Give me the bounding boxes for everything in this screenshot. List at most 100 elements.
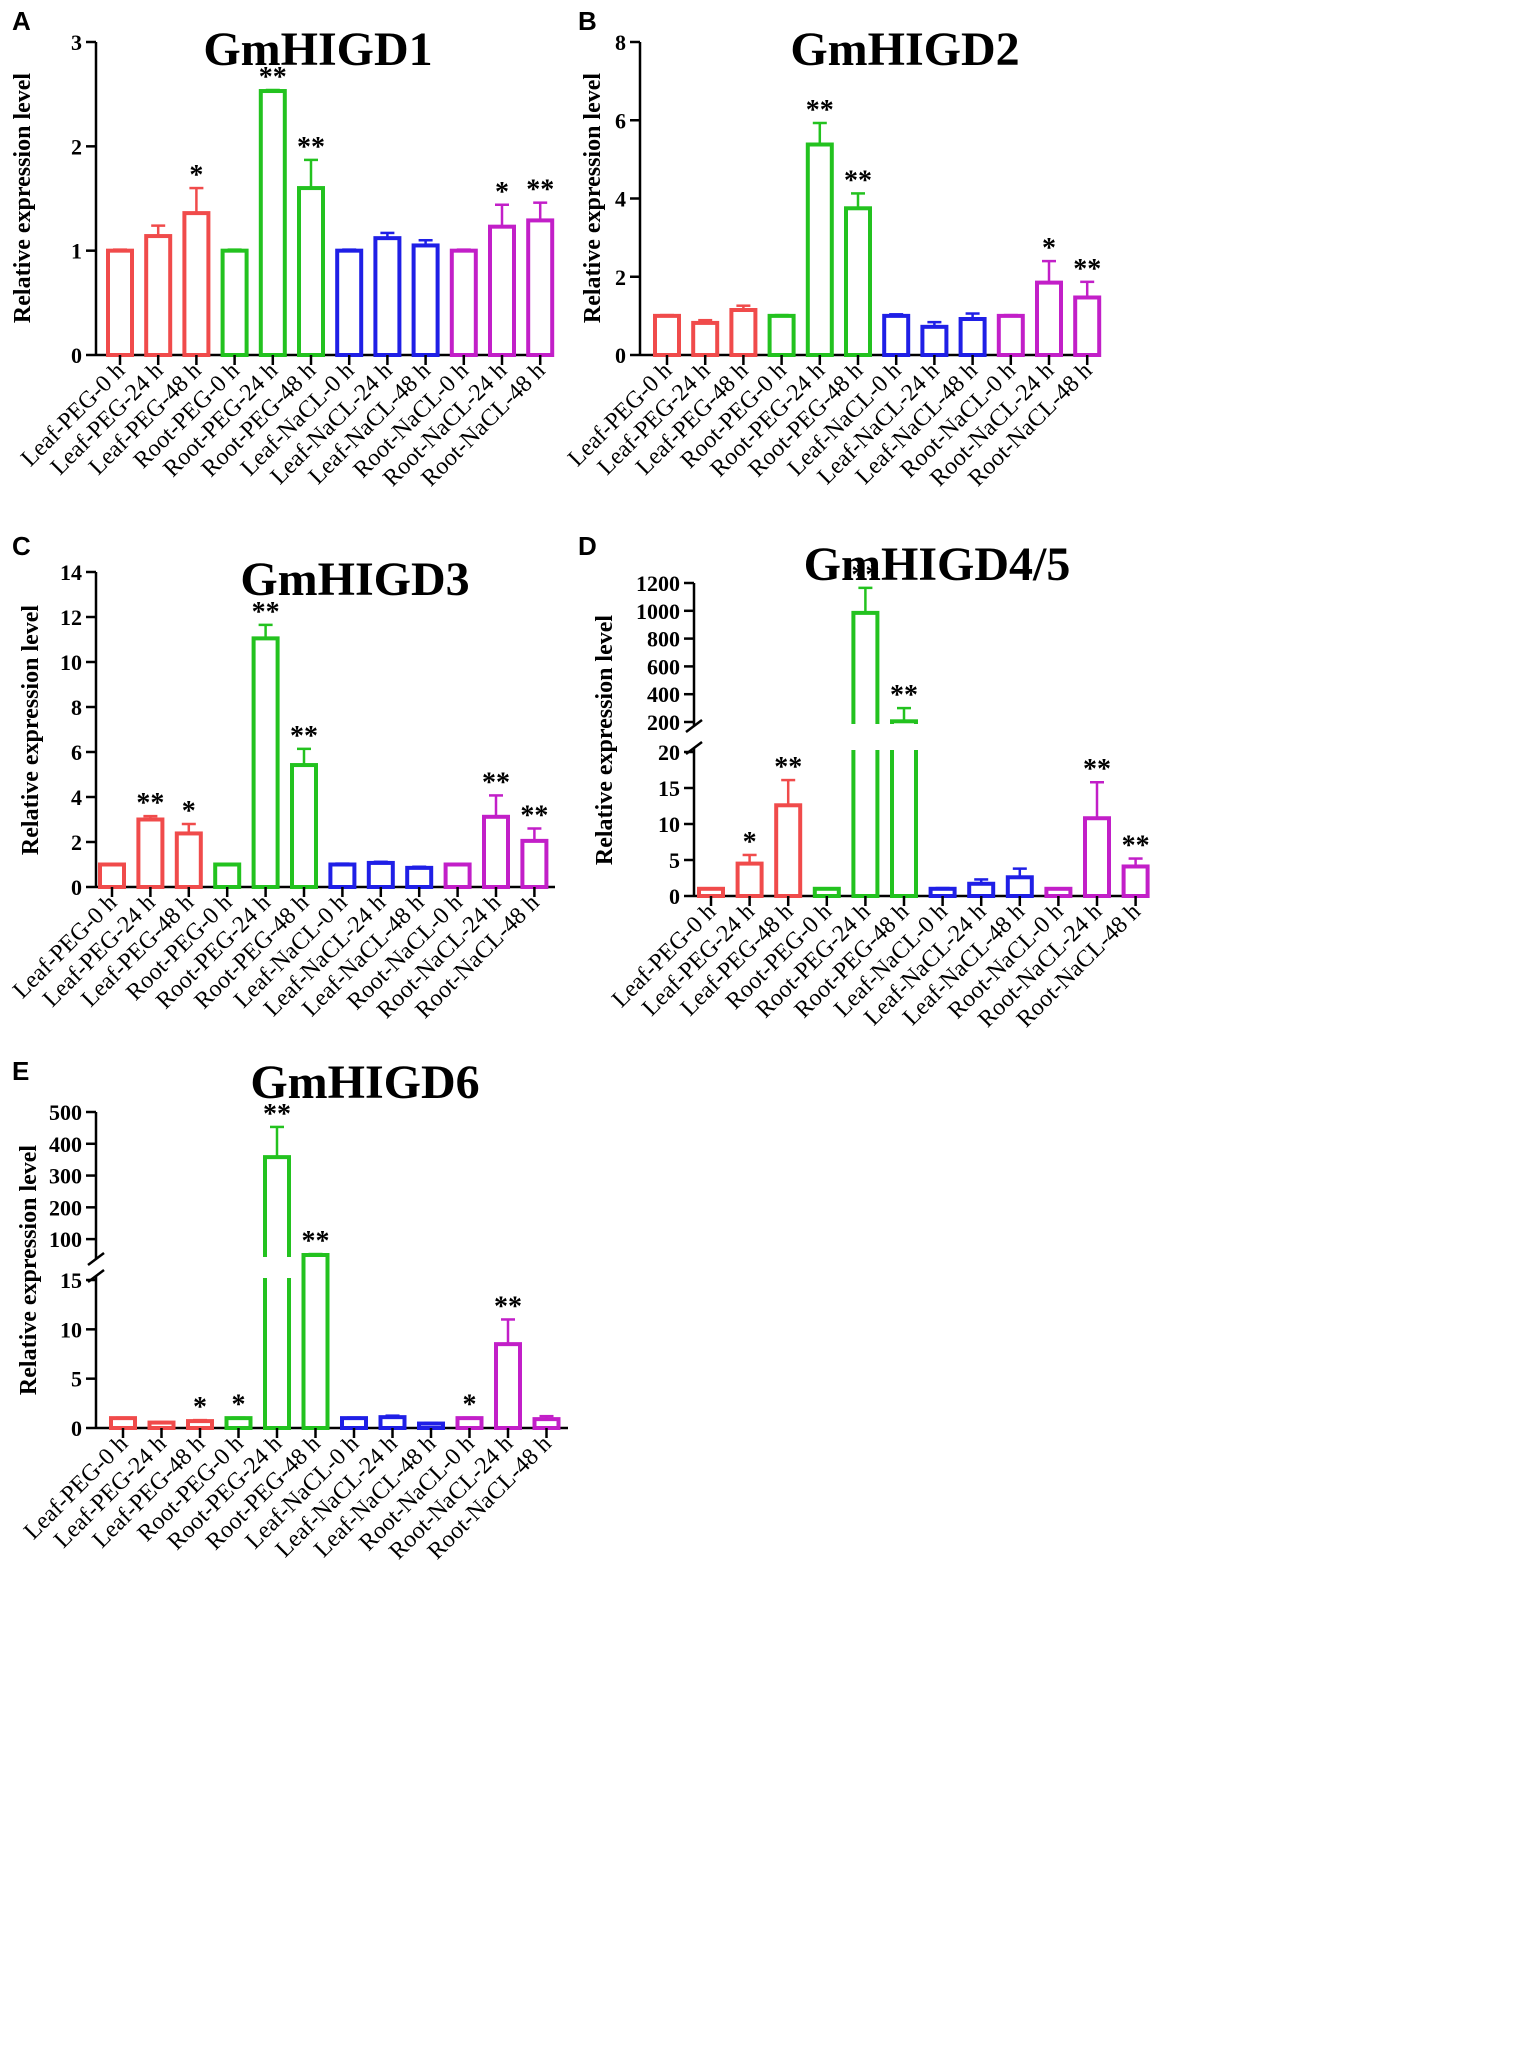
significance-label: *	[182, 796, 196, 827]
y-tick-label: 8	[71, 695, 82, 720]
bar	[774, 803, 803, 899]
y-axis-label: Relative expression level	[580, 73, 606, 324]
significance-label: **	[136, 788, 164, 819]
bar	[1083, 816, 1111, 898]
bar	[767, 313, 796, 357]
y-tick-label: 0	[669, 884, 680, 909]
significance-label: **	[1122, 831, 1150, 862]
y-tick-label: 600	[647, 654, 680, 679]
y-tick-label: 15	[60, 1268, 82, 1293]
bar	[653, 313, 681, 357]
bar	[488, 224, 516, 357]
y-tick-label: 12	[60, 605, 82, 630]
bar	[482, 814, 510, 889]
significance-label: *	[189, 160, 203, 191]
significance-label: **	[302, 1226, 330, 1257]
chart-panel-D: D GmHIGD4/5 Relative expression level 0 5 10 1…	[578, 531, 1150, 1033]
panel-letter: B	[578, 6, 597, 36]
bar	[958, 317, 987, 358]
significance-label: **	[851, 560, 879, 591]
chart-title: GmHIGD4/5	[804, 538, 1071, 591]
significance-label: **	[806, 95, 834, 126]
y-tick-label: 10	[60, 1317, 82, 1342]
y-tick-label: 10	[60, 650, 82, 675]
bar	[328, 862, 357, 889]
bar	[297, 186, 325, 357]
bar	[136, 817, 165, 889]
y-tick-label: 100	[49, 1227, 82, 1252]
bar	[920, 324, 949, 357]
bar-break-gap	[261, 1257, 293, 1278]
bar	[1073, 295, 1102, 357]
y-tick-label: 1	[71, 239, 82, 264]
bar	[366, 860, 395, 889]
y-tick-label: 0	[71, 875, 82, 900]
y-tick-label: 8	[615, 30, 626, 55]
bar	[106, 248, 134, 358]
significance-label: **	[1073, 254, 1101, 285]
bar	[928, 886, 957, 898]
y-tick-label: 2	[71, 134, 82, 159]
bar	[494, 1342, 522, 1430]
significance-label: **	[252, 597, 280, 628]
significance-label: **	[1083, 754, 1111, 785]
bar	[729, 308, 758, 358]
y-tick-label: 14	[60, 560, 82, 585]
y-tick-label: 0	[71, 1416, 82, 1441]
panel-letter: E	[12, 1056, 29, 1086]
bar	[520, 838, 549, 889]
bar	[1035, 280, 1063, 357]
y-axis-label: Relative expression level	[10, 73, 36, 324]
y-axis-label: Relative expression level	[18, 605, 44, 856]
y-tick-label: 15	[658, 776, 680, 801]
significance-label: *	[193, 1392, 207, 1423]
chart-title: GmHIGD3	[240, 553, 469, 606]
bar	[182, 211, 211, 357]
bar	[290, 763, 318, 889]
bar	[251, 636, 280, 889]
significance-label: *	[1042, 233, 1056, 264]
bar	[805, 142, 834, 357]
bar	[449, 248, 478, 358]
y-tick-label: 400	[49, 1132, 82, 1157]
significance-label: **	[482, 767, 510, 798]
bar	[735, 861, 764, 898]
y-tick-label: 500	[49, 1100, 82, 1125]
chart-panel-E: E GmHIGD6 Relative expression level 0 5 10 15 1…	[12, 1056, 568, 1565]
y-axis-label: Relative expression level	[592, 615, 618, 866]
y-tick-label: 800	[647, 627, 680, 652]
significance-label: **	[844, 165, 872, 196]
y-axis-label: Relative expression level	[16, 1145, 42, 1396]
bar	[532, 1417, 561, 1430]
significance-label: **	[774, 752, 802, 783]
bar	[851, 610, 880, 898]
bar	[411, 243, 440, 357]
y-tick-label: 2	[615, 265, 626, 290]
bar	[340, 1416, 368, 1430]
significance-label: **	[526, 175, 554, 206]
bar	[98, 862, 126, 889]
bar	[697, 886, 725, 898]
y-tick-label: 4	[71, 785, 82, 810]
axis-break-mark	[87, 1252, 105, 1266]
bar	[109, 1416, 137, 1430]
bar	[147, 1420, 176, 1431]
bar-break-gap	[849, 724, 882, 750]
y-tick-label: 6	[615, 108, 626, 133]
bar	[174, 831, 203, 890]
y-tick-label: 2	[71, 830, 82, 855]
bar	[996, 313, 1025, 357]
bar	[691, 320, 720, 358]
significance-label: **	[259, 62, 287, 93]
y-tick-label: 5	[71, 1367, 82, 1392]
y-tick-label: 6	[71, 740, 82, 765]
panel-letter: A	[12, 6, 31, 36]
chart-title: GmHIGD2	[790, 23, 1019, 76]
y-tick-label: 3	[71, 30, 82, 55]
significance-label: **	[290, 721, 318, 752]
bar	[301, 1253, 330, 1430]
chart-title: GmHIGD1	[203, 23, 432, 76]
